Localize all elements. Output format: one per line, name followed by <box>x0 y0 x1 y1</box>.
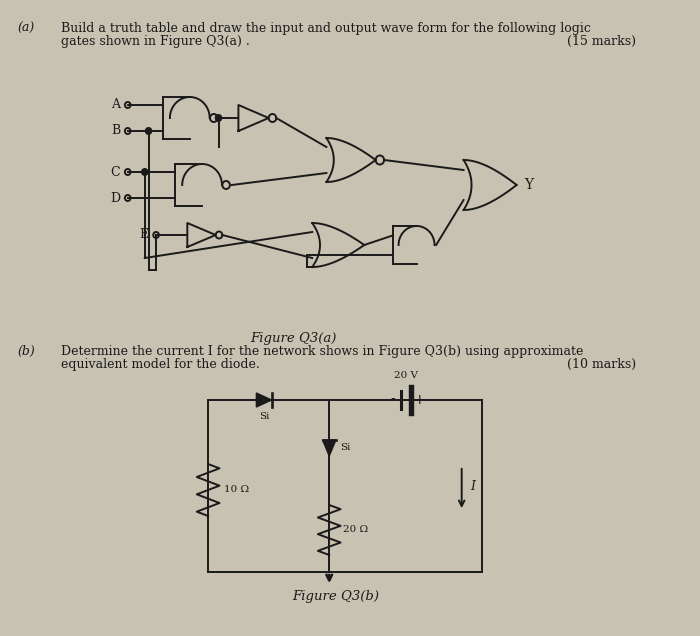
Circle shape <box>142 169 148 175</box>
Text: +: + <box>413 393 425 407</box>
Text: Y: Y <box>524 178 533 192</box>
Text: (15 marks): (15 marks) <box>567 35 636 48</box>
Text: I: I <box>470 480 475 492</box>
Text: Figure Q3(a): Figure Q3(a) <box>250 332 337 345</box>
Polygon shape <box>323 440 336 456</box>
Text: 20 Ω: 20 Ω <box>344 525 368 534</box>
Text: E: E <box>139 228 148 242</box>
Text: (a): (a) <box>17 22 34 35</box>
Text: equivalent model for the diode.: equivalent model for the diode. <box>62 358 260 371</box>
Text: Figure Q3(b): Figure Q3(b) <box>293 590 379 603</box>
Text: D: D <box>110 191 120 205</box>
Text: Build a truth table and draw the input and output wave form for the following lo: Build a truth table and draw the input a… <box>62 22 592 35</box>
Text: (b): (b) <box>17 345 35 358</box>
Circle shape <box>146 128 151 134</box>
Text: C: C <box>111 165 120 179</box>
Text: 10 Ω: 10 Ω <box>224 485 249 495</box>
Text: B: B <box>111 125 120 137</box>
Circle shape <box>216 115 221 121</box>
Text: -: - <box>390 393 395 407</box>
Text: Determine the current I for the network shows in Figure Q3(b) using approximate: Determine the current I for the network … <box>62 345 584 358</box>
Text: gates shown in Figure Q3(a) .: gates shown in Figure Q3(a) . <box>62 35 250 48</box>
Text: (10 marks): (10 marks) <box>566 358 636 371</box>
Text: 20 V: 20 V <box>394 371 418 380</box>
Text: Si: Si <box>340 443 350 452</box>
Polygon shape <box>256 393 272 407</box>
Text: A: A <box>111 99 120 111</box>
Text: Si: Si <box>259 412 269 421</box>
